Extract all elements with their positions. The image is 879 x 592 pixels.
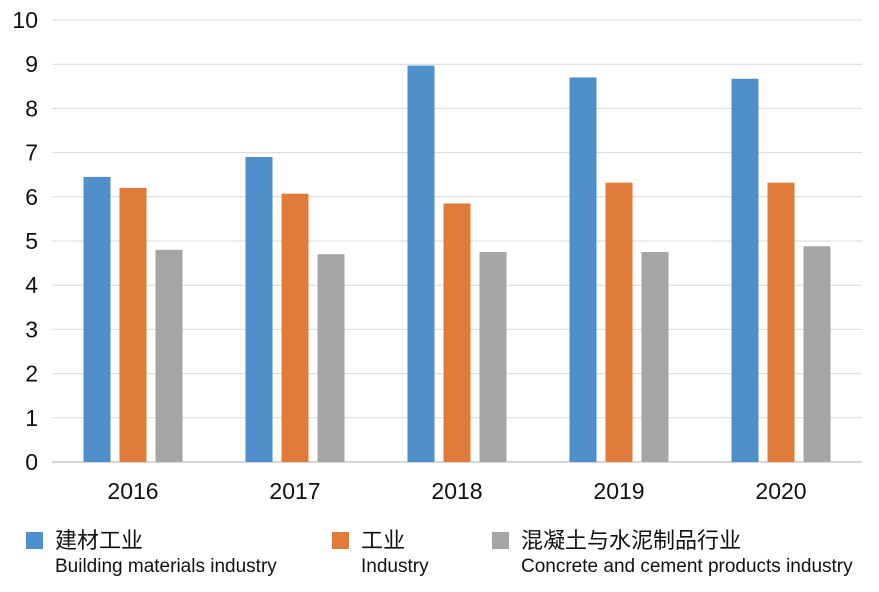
legend-label-en: Concrete and cement products industry — [521, 556, 853, 577]
y-tick-label: 4 — [25, 272, 38, 298]
bar-2020-series-1 — [767, 182, 795, 462]
bar-2016-series-0 — [83, 176, 111, 462]
bar-2017-series-0 — [245, 157, 273, 462]
y-tick-label: 10 — [12, 7, 38, 33]
bar-2020-series-0 — [731, 78, 759, 462]
y-tick-label: 0 — [25, 449, 38, 475]
x-tick-label: 2016 — [107, 478, 158, 504]
legend-label-zh: 混凝土与水泥制品行业 — [521, 529, 742, 554]
bar-2018-series-2 — [479, 252, 507, 462]
y-tick-label: 8 — [25, 95, 38, 121]
x-tick-label: 2019 — [593, 478, 644, 504]
legend-swatch-building-materials — [26, 532, 43, 549]
legend-swatch-industry — [332, 532, 349, 549]
legend-label-en: Industry — [361, 556, 429, 577]
y-tick-label: 7 — [25, 140, 38, 166]
y-tick-label: 1 — [25, 405, 38, 431]
x-tick-label: 2020 — [755, 478, 806, 504]
bar-2018-series-0 — [407, 65, 435, 462]
bar-2019-series-2 — [641, 252, 669, 462]
bar-2020-series-2 — [803, 246, 831, 462]
x-tick-label: 2017 — [269, 478, 320, 504]
x-tick-label: 2018 — [431, 478, 482, 504]
legend-swatch-concrete-cement — [492, 532, 509, 549]
legend-label-zh: 工业 — [361, 529, 406, 554]
bar-2016-series-2 — [155, 249, 183, 462]
y-tick-label: 9 — [25, 51, 38, 77]
y-tick-label: 6 — [25, 184, 38, 210]
bar-2016-series-1 — [119, 187, 147, 462]
legend-label-zh: 建材工业 — [55, 529, 144, 554]
legend-label-en: Building materials industry — [55, 556, 277, 577]
bar-2019-series-1 — [605, 182, 633, 462]
bar-2017-series-2 — [317, 254, 345, 462]
y-tick-label: 3 — [25, 316, 38, 342]
bar-2018-series-1 — [443, 203, 471, 462]
y-tick-label: 5 — [25, 228, 38, 254]
bar-2019-series-0 — [569, 77, 597, 463]
y-tick-label: 2 — [25, 361, 38, 387]
legend: 建材工业 Building materials industry 工业 Indu… — [0, 522, 879, 592]
bar-chart: 0 1 2 3 4 5 6 7 8 9 10 2016 2017 2018 2019 2020 — [12, 7, 862, 504]
bar-2017-series-1 — [281, 193, 309, 462]
